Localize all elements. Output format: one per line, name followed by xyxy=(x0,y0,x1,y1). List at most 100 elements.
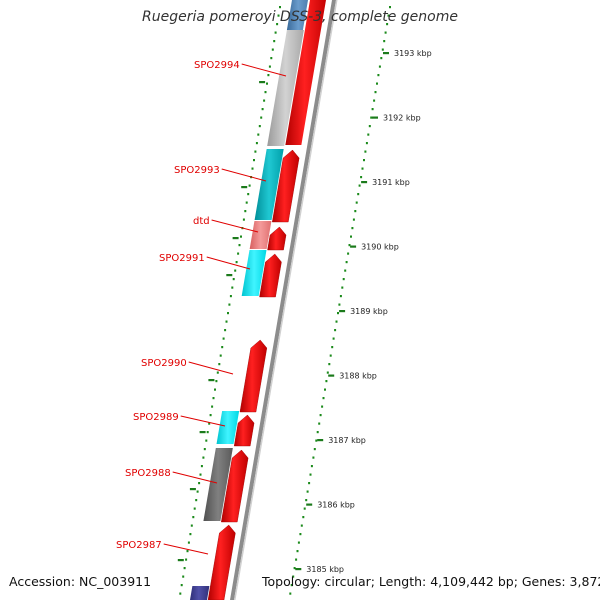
gc-tick-left xyxy=(208,422,211,425)
gc-tick-left xyxy=(244,210,247,213)
gc-tick-right xyxy=(368,125,371,128)
gc-tick-left xyxy=(203,448,206,451)
gc-tick-right xyxy=(302,516,305,519)
kbp-major-tick xyxy=(350,245,357,248)
gene-leader-line xyxy=(172,471,218,484)
gc-tick-right xyxy=(345,261,348,264)
kbp-label: 3188 kbp xyxy=(339,372,377,381)
gc-tick-left xyxy=(229,295,232,298)
gc-tick-left xyxy=(218,363,221,366)
gc-tick-right xyxy=(383,40,386,43)
gc-tick-right xyxy=(321,405,324,408)
gc-tick-right xyxy=(371,108,374,111)
gc-tick-right xyxy=(357,193,360,196)
forward-cds-arrow xyxy=(267,226,287,251)
kbp-major-tick xyxy=(306,503,313,506)
gc-tick-right xyxy=(293,567,296,570)
gc-tick-left xyxy=(279,6,281,9)
gc-tick-left xyxy=(267,74,270,77)
gene-label-spo2991: SPO2991 xyxy=(159,253,205,264)
gc-tick-right xyxy=(313,448,316,451)
gc-tick-right xyxy=(326,371,329,374)
gc-tick-right xyxy=(355,201,358,204)
gc-tick-right xyxy=(300,524,303,527)
gc-tick-left xyxy=(183,567,186,570)
cog-track xyxy=(190,0,309,600)
gc-tick-left xyxy=(212,397,215,400)
gc-tick-left xyxy=(276,23,279,26)
gc-tick-right xyxy=(324,388,326,391)
gc-tick-right xyxy=(344,269,347,272)
gc-tick-left xyxy=(268,65,271,68)
gc-tick-right xyxy=(370,116,373,119)
gene-marker-tick xyxy=(226,274,233,277)
gc-tick-left xyxy=(255,142,258,145)
gc-tick-left xyxy=(196,490,199,493)
forward-cds-arrow xyxy=(272,149,300,223)
gene-marker-tick xyxy=(241,186,248,189)
kbp-major-tick xyxy=(328,374,335,377)
kbp-major-tick xyxy=(361,181,368,184)
gene-leader-line xyxy=(180,415,226,427)
forward-cds-arrow xyxy=(221,449,249,523)
gc-tick-right xyxy=(295,558,298,561)
gc-tick-right xyxy=(360,176,363,179)
kbp-label: 3191 kbp xyxy=(372,178,410,187)
gc-tick-left xyxy=(221,346,224,349)
map-title: Ruegeria pomeroyi DSS-3, complete genome xyxy=(142,9,458,25)
gc-tick-right xyxy=(338,303,341,306)
gc-tick-right xyxy=(347,252,350,255)
kbp-label: 3193 kbp xyxy=(394,49,432,58)
kbp-major-tick xyxy=(317,439,324,442)
gc-tick-left xyxy=(274,31,277,34)
kbp-major-tick xyxy=(383,52,389,55)
gene-marker-tick xyxy=(199,431,206,434)
gc-tick-left xyxy=(215,380,218,383)
gc-tick-left xyxy=(261,108,264,111)
gc-tick-left xyxy=(200,465,203,468)
gc-tick-left xyxy=(258,125,261,128)
gc-tick-right xyxy=(305,499,308,502)
forward-strand-track xyxy=(207,0,327,600)
gc-tick-left xyxy=(245,201,248,204)
gene-marker-tick xyxy=(259,81,266,84)
gene-marker-tick xyxy=(232,237,239,240)
gc-tick-left xyxy=(242,218,245,221)
gc-tick-right xyxy=(367,133,370,136)
gc-tick-left xyxy=(270,57,273,60)
kbp-label: 3186 kbp xyxy=(317,501,355,510)
gc-tick-right xyxy=(319,414,322,417)
gc-tick-tracks xyxy=(179,6,391,595)
gc-tick-right xyxy=(361,167,364,170)
gc-tick-right xyxy=(329,354,332,357)
gc-tick-right xyxy=(331,346,334,349)
gene-leader-line xyxy=(221,168,267,182)
gc-tick-right xyxy=(377,74,380,77)
cog-block-blue xyxy=(286,0,309,30)
cog-block-dtd xyxy=(249,221,272,249)
kbp-major-tick xyxy=(295,568,302,571)
gc-tick-left xyxy=(216,371,219,374)
kbp-label: 3187 kbp xyxy=(328,436,366,445)
gc-tick-left xyxy=(180,584,183,587)
gc-tick-left xyxy=(182,575,185,578)
gc-tick-right xyxy=(374,91,377,94)
gene-label-spo2988: SPO2988 xyxy=(125,468,171,479)
gc-tick-left xyxy=(253,159,255,162)
gene-labels: SPO2994 SPO2993 dtd SPO2991 SPO2990 SPO2989 SP… xyxy=(116,60,287,562)
gc-tick-right xyxy=(335,320,338,323)
gene-leader-line xyxy=(163,543,209,555)
gc-tick-left xyxy=(257,133,260,136)
gc-tick-left xyxy=(187,541,190,544)
cog-block-navy xyxy=(190,586,210,600)
gc-tick-right xyxy=(303,507,306,510)
forward-cds-arrow xyxy=(233,414,255,447)
gc-tick-left xyxy=(219,354,222,357)
gc-tick-right xyxy=(352,218,355,221)
gc-tick-left xyxy=(190,524,193,527)
gc-tick-right xyxy=(316,431,319,434)
gc-tick-right xyxy=(308,482,311,485)
forward-cds-arrow xyxy=(285,0,327,145)
kbp-label: 3192 kbp xyxy=(383,114,421,123)
gc-tick-right xyxy=(351,227,354,230)
